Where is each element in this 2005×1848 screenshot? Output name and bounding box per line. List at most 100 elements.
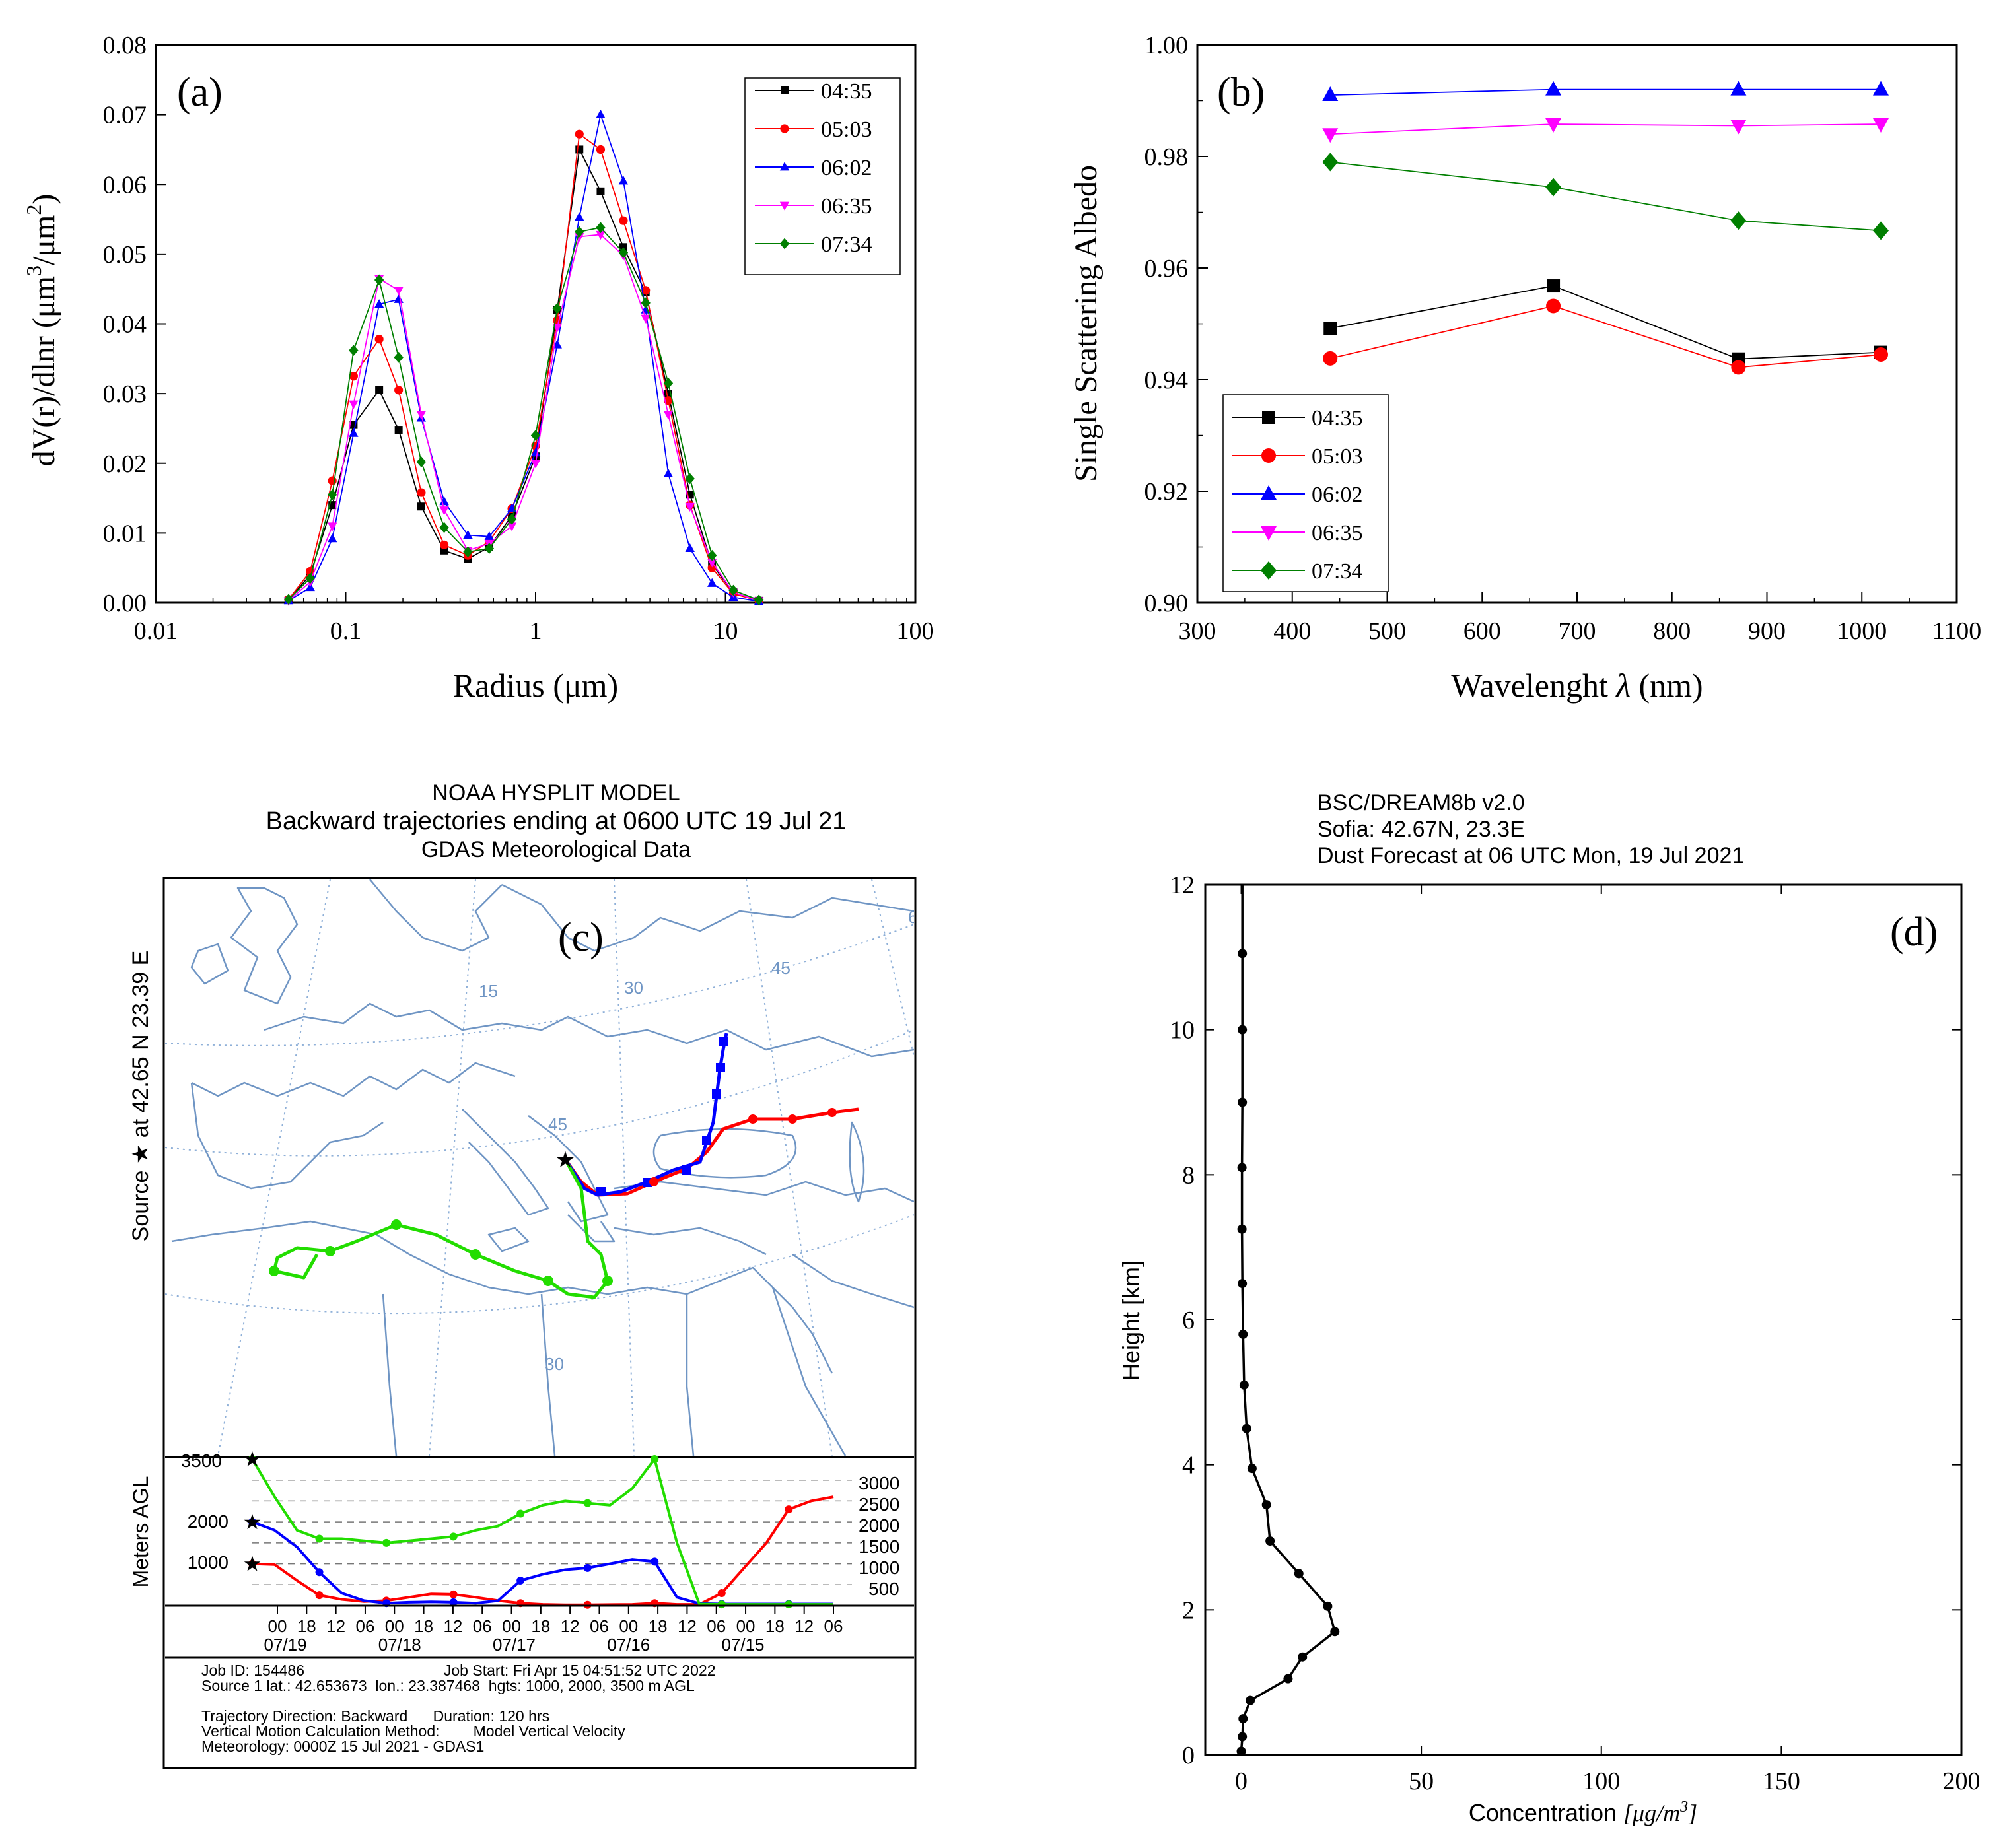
graticule-lat-45 (165, 1029, 914, 1157)
panel-a-data-point (641, 286, 651, 295)
panel-a-x-tick-label: 100 (897, 617, 934, 645)
panel-a-y-tick-label: 0.07 (103, 102, 147, 129)
panel-b-x-tick-label: 600 (1463, 617, 1501, 645)
panel-c-time-tick-label: 18 (297, 1616, 316, 1636)
panel-a-legend-marker (780, 124, 789, 133)
panel-a-data-point (619, 216, 628, 225)
panel-a-data-point (374, 335, 384, 344)
panel-a-data-point (575, 233, 584, 242)
panel-a-y-tick-label: 0.02 (103, 450, 147, 478)
panel-d-data-point (1246, 1695, 1255, 1705)
panel-b-y-tick-label: 0.98 (1144, 143, 1189, 171)
marker-green (269, 1266, 279, 1276)
panel-a-data-point (596, 145, 606, 154)
panel-a-data-point (328, 533, 337, 543)
panel-b-x-tick-label: 800 (1653, 617, 1691, 645)
panel-a-legend-marker (779, 162, 790, 171)
panel-d-y-tick-label: 4 (1182, 1452, 1195, 1480)
panel-c-time-tick-label: 00 (619, 1616, 638, 1636)
panel-a-data-point (707, 549, 717, 561)
panel-a-size-distribution-chart: 0.01 0.1 1 10 1000.000.010.020.030.040.050.0… (22, 32, 934, 704)
panel-b-series-line (1330, 123, 1882, 135)
panel-a-data-point (374, 274, 384, 286)
panel-a-data-point (394, 294, 404, 303)
panel-b-legend-label: 07:34 (1312, 559, 1362, 584)
panel-d-x-tick-label: 50 (1409, 1767, 1434, 1795)
panel-c-time-tick-label: 06 (824, 1616, 843, 1636)
panel-a-legend: 04:35 05:03 06:02 06:35 07:34 (744, 77, 901, 275)
panel-b-data-point (1873, 81, 1889, 96)
panel-d-y-tick-label: 2 (1182, 1596, 1195, 1624)
panel-a-data-point (439, 522, 449, 533)
panel-b-data-point (1546, 298, 1561, 314)
panel-c-map-trajectory-markers: ★ (269, 1037, 837, 1286)
panel-a-data-point (484, 543, 495, 555)
panel-a-x-tick-label: 0.01 (134, 617, 178, 645)
panel-c-time-tick-label: 12 (443, 1616, 462, 1636)
panel-c-label: (c) (558, 915, 604, 960)
panel-d-data-point (1237, 1163, 1247, 1173)
panel-d-x-tick-label: 150 (1763, 1767, 1800, 1795)
panel-b-legend-label: 04:35 (1312, 406, 1362, 430)
panel-b-legend-marker (1261, 448, 1276, 463)
coastline-ireland (190, 943, 229, 985)
marker-red (827, 1108, 837, 1117)
map-label-45-lon: 45 (771, 958, 791, 978)
panel-a-data-point (641, 297, 651, 309)
coastline-anatolia-north (614, 1181, 914, 1203)
panel-a-data-point (575, 145, 584, 154)
marker-green (470, 1249, 481, 1260)
panel-d-profile-line (1240, 885, 1337, 1752)
panel-a-data-point (552, 302, 562, 314)
map-label-15: 15 (479, 981, 498, 1001)
panel-c-source-label: Source ★ at 42.65 N 23.39 E (128, 951, 153, 1242)
panel-c-height-trajectory (251, 1456, 833, 1606)
panel-a-data-point (575, 212, 584, 221)
panel-a-x-tick-label: 1 (530, 617, 542, 645)
panel-a-series-line (288, 147, 759, 601)
panel-a-y-tick-label: 0.06 (103, 171, 147, 199)
panel-c-map: 15 30 45 60 45 30 (165, 879, 914, 1458)
panel-d-series-group (1236, 885, 1340, 1756)
marker-blue (712, 1089, 721, 1099)
panel-d-data-point (1261, 1500, 1271, 1510)
coastline-italy (462, 1109, 549, 1216)
coastline-balkans-west (528, 1115, 609, 1223)
panel-c-height-marker (651, 1455, 659, 1463)
panel-b-data-point (1545, 118, 1562, 133)
panel-d-y-tick-label: 0 (1182, 1742, 1195, 1769)
panel-d-y-tick-label: 6 (1182, 1307, 1195, 1334)
map-label-30-lat: 30 (545, 1354, 564, 1374)
panel-d-title-line-2: Sofia: 42.67N, 23.3E (1318, 817, 1525, 842)
panel-a-data-point (618, 176, 629, 185)
panel-b-legend-marker (1261, 485, 1277, 500)
panel-b-legend: 04:35 05:03 06:02 06:35 07:34 (1222, 394, 1389, 592)
panel-c-time-tick-label: 18 (765, 1616, 785, 1636)
marker-green (602, 1276, 613, 1286)
panel-d-data-point (1247, 1464, 1257, 1474)
panel-c-time-tick-label: 06 (590, 1616, 609, 1636)
panel-b-series-line (1330, 285, 1882, 360)
panel-c-height-source-star-icon: ★ (243, 1510, 262, 1534)
panel-c-info-line: Trajectory Direction: Backward Duration:… (201, 1707, 549, 1725)
height-tick-right-2000: 2000 (859, 1515, 899, 1536)
marker-green (325, 1246, 335, 1256)
panel-b-series-line (1330, 161, 1882, 232)
panel-d-data-point (1238, 1329, 1248, 1339)
trajectory-green-3500m (272, 1158, 610, 1299)
panel-d-data-point (1238, 1732, 1248, 1742)
panel-c-height-marker (449, 1532, 458, 1541)
panel-a-data-point (416, 411, 427, 420)
panel-b-x-tick-label: 400 (1273, 617, 1311, 645)
panel-b-data-point (1322, 153, 1339, 172)
panel-b-axis-ticks: 300 400 500 600 700 800 900 1000 1100 0.90 0.92 0.9… (1144, 32, 1982, 645)
coastline-british-isles (230, 887, 299, 1005)
panel-c-time-tick-label: 12 (678, 1616, 697, 1636)
panel-a-legend-label: 06:35 (821, 194, 872, 219)
border-central-europe (264, 1002, 914, 1058)
panel-d-data-point (1323, 1601, 1333, 1611)
panel-c-height-marker (315, 1534, 324, 1543)
panel-a-series-line (288, 133, 759, 601)
graticule-lon-45 (746, 879, 833, 1456)
